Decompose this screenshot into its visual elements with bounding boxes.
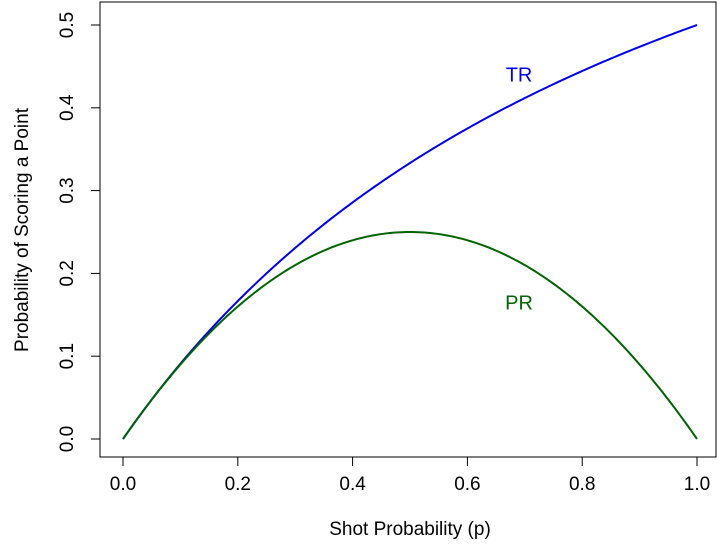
x-tick-label: 0.6 [454, 474, 480, 495]
x-axis-title: Shot Probability (p) [329, 519, 491, 540]
series-label-pr: PR [505, 292, 533, 314]
y-tick-label: 0.1 [57, 343, 78, 369]
x-tick-label: 1.0 [684, 474, 710, 495]
series-label-tr: TR [506, 65, 533, 87]
y-tick-label: 0.5 [57, 12, 78, 38]
y-tick-label: 0.4 [57, 94, 78, 121]
x-tick-label: 0.0 [110, 474, 136, 495]
x-tick-label: 0.4 [339, 474, 366, 495]
y-tick-label: 0.0 [57, 426, 78, 452]
x-tick-label: 0.8 [569, 474, 595, 495]
plot-frame [99, 1, 717, 458]
series-line-pr [122, 230, 698, 440]
series-line-tr [122, 24, 698, 440]
x-tick-label: 0.2 [225, 474, 251, 495]
y-tick-label: 0.2 [57, 260, 78, 286]
y-tick-label: 0.3 [57, 177, 78, 203]
y-axis-title: Probability of Scoring a Point [12, 107, 33, 352]
